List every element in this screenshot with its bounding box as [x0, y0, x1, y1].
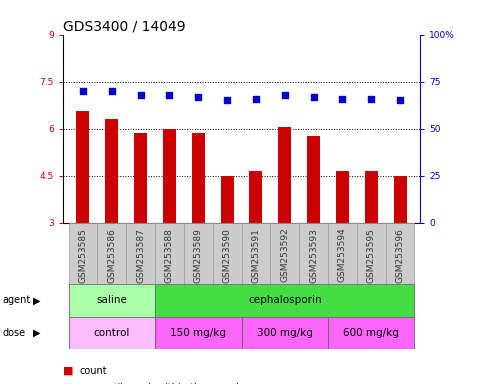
Point — [194, 94, 202, 100]
Bar — [249, 171, 262, 223]
Bar — [357, 223, 385, 284]
Point — [108, 88, 115, 94]
Text: GSM253591: GSM253591 — [252, 228, 260, 283]
Point — [79, 88, 87, 94]
Bar — [98, 223, 126, 284]
Bar — [213, 223, 242, 284]
Bar — [184, 223, 213, 284]
Bar — [299, 223, 328, 284]
Bar — [155, 223, 184, 284]
Bar — [105, 119, 118, 223]
Point — [281, 92, 289, 98]
Text: ■: ■ — [63, 383, 73, 384]
Bar — [221, 176, 234, 223]
Bar — [328, 223, 357, 284]
Bar — [163, 129, 176, 223]
Bar — [192, 133, 205, 223]
Bar — [126, 223, 155, 284]
Bar — [385, 223, 414, 284]
Text: GSM253587: GSM253587 — [136, 228, 145, 283]
Bar — [242, 223, 270, 284]
Text: 600 mg/kg: 600 mg/kg — [343, 328, 399, 338]
Text: GDS3400 / 14049: GDS3400 / 14049 — [63, 20, 185, 33]
Text: ■: ■ — [63, 366, 73, 376]
Bar — [278, 127, 291, 223]
Text: count: count — [80, 366, 107, 376]
Bar — [155, 284, 414, 317]
Bar — [328, 317, 414, 349]
Bar — [242, 317, 328, 349]
Text: GSM253594: GSM253594 — [338, 228, 347, 282]
Bar — [69, 284, 155, 317]
Point — [252, 96, 260, 102]
Point — [310, 94, 317, 100]
Text: control: control — [94, 328, 130, 338]
Text: GSM253596: GSM253596 — [396, 228, 405, 283]
Bar — [394, 176, 407, 223]
Text: ▶: ▶ — [32, 328, 40, 338]
Text: GSM253595: GSM253595 — [367, 228, 376, 283]
Text: 150 mg/kg: 150 mg/kg — [170, 328, 226, 338]
Text: percentile rank within the sample: percentile rank within the sample — [80, 383, 245, 384]
Point — [368, 96, 375, 102]
Bar — [307, 136, 320, 223]
Text: GSM253585: GSM253585 — [78, 228, 87, 283]
Text: GSM253589: GSM253589 — [194, 228, 203, 283]
Text: GSM253590: GSM253590 — [223, 228, 231, 283]
Bar — [134, 133, 147, 223]
Bar — [69, 223, 98, 284]
Bar — [365, 171, 378, 223]
Bar — [69, 317, 155, 349]
Text: GSM253586: GSM253586 — [107, 228, 116, 283]
Text: dose: dose — [2, 328, 26, 338]
Text: cephalosporin: cephalosporin — [248, 295, 322, 306]
Bar — [270, 223, 299, 284]
Text: saline: saline — [96, 295, 127, 306]
Text: GSM253593: GSM253593 — [309, 228, 318, 283]
Text: GSM253592: GSM253592 — [280, 228, 289, 282]
Bar — [76, 111, 89, 223]
Text: agent: agent — [2, 295, 30, 306]
Point — [137, 92, 144, 98]
Text: ▶: ▶ — [32, 295, 40, 306]
Point — [166, 92, 173, 98]
Text: 300 mg/kg: 300 mg/kg — [257, 328, 313, 338]
Bar — [155, 317, 242, 349]
Bar — [336, 171, 349, 223]
Point — [396, 98, 404, 104]
Point — [339, 96, 346, 102]
Text: GSM253588: GSM253588 — [165, 228, 174, 283]
Point — [223, 98, 231, 104]
